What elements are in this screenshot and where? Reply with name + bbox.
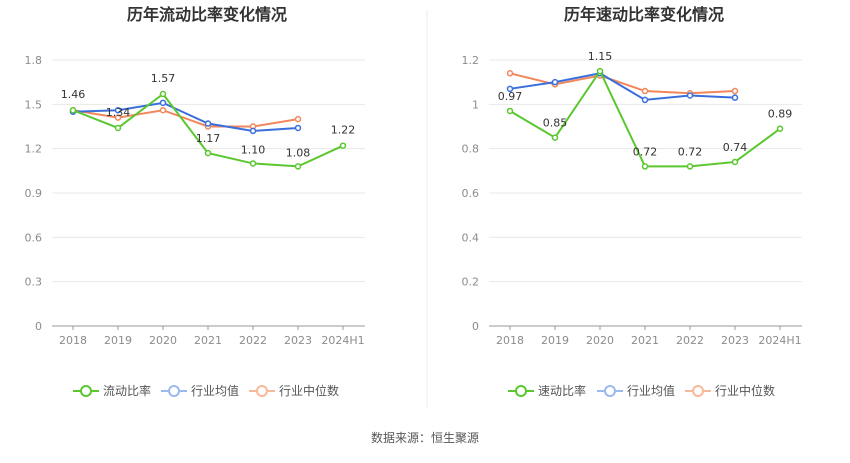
x-tick-label: 2019 [541, 334, 569, 347]
legend-label: 行业均值 [191, 383, 239, 398]
y-tick-label: 1.2 [25, 143, 43, 156]
data-point [686, 163, 694, 170]
chart-title: 历年速动比率变化情况 [564, 5, 724, 24]
data-point [249, 160, 257, 167]
x-tick-label: 2021 [194, 334, 222, 347]
x-tick-label: 2024H1 [758, 334, 801, 347]
series-line [509, 72, 736, 101]
data-point [204, 120, 212, 127]
series-line [72, 101, 299, 132]
x-tick-label: 2024H1 [321, 334, 364, 347]
y-tick-label: 1.8 [25, 54, 43, 67]
data-point [294, 124, 302, 132]
data-label: 0.72 [678, 145, 703, 158]
y-tick-label: 0 [35, 320, 42, 333]
data-label: 1.10 [241, 143, 266, 156]
chart-2: 历年速动比率变化情况 0 0.2 0.4 0.6 0.8 1 1.2 2018 2019 2020 2… [462, 5, 802, 398]
y-tick-label: 1.5 [25, 98, 43, 111]
data-point [731, 158, 739, 166]
legend-item[interactable]: 行业中位数 [685, 383, 775, 398]
data-point [114, 114, 122, 121]
data-point [204, 149, 212, 157]
y-tick-label: 0.6 [462, 187, 480, 200]
chart-title: 历年流动比率变化情况 [127, 5, 287, 24]
legend-item[interactable]: 行业均值 [161, 383, 239, 398]
data-point [596, 67, 604, 75]
x-tick-label: 2018 [59, 334, 87, 347]
data-label: 1.34 [106, 106, 131, 119]
data-point [641, 163, 649, 170]
data-label: 0.74 [723, 141, 748, 154]
legend-label: 行业均值 [627, 383, 675, 398]
x-tick-label: 2018 [496, 334, 524, 347]
data-point [551, 134, 559, 141]
data-label: 0.97 [498, 90, 523, 103]
y-tick-label: 0 [472, 320, 479, 333]
data-point [294, 115, 302, 123]
legend-marker [692, 385, 704, 397]
legend-label: 行业中位数 [279, 383, 339, 398]
data-point [506, 107, 514, 115]
data-point [114, 106, 122, 114]
data-label: 1.15 [588, 50, 613, 63]
data-point [776, 125, 784, 132]
data-point [159, 106, 167, 114]
data-point [551, 78, 559, 86]
legend-marker [256, 385, 268, 397]
x-tick-label: 2022 [676, 334, 704, 347]
legend-item[interactable]: 速动比率 [508, 383, 586, 398]
chart-1: 历年流动比率变化情况 0 0.3 0.6 0.9 1.2 1.5 1.8 2018 2019 202… [25, 5, 365, 398]
data-point [641, 87, 649, 95]
legend-label: 行业中位数 [715, 383, 775, 398]
x-tick-label: 2023 [721, 334, 749, 347]
data-point [506, 85, 514, 93]
legend-label: 流动比率 [103, 383, 151, 398]
y-tick-label: 0.8 [462, 143, 480, 156]
x-tick-label: 2020 [586, 334, 614, 347]
legend-item[interactable]: 行业均值 [597, 383, 675, 398]
data-label: 1.22 [331, 124, 356, 137]
data-source: 数据来源：恒生聚源 [371, 430, 479, 445]
data-label: 1.17 [196, 132, 221, 145]
y-tick-label: 0.4 [462, 231, 480, 244]
data-point [114, 124, 122, 132]
data-point [641, 96, 649, 104]
legend-item[interactable]: 行业中位数 [249, 383, 339, 398]
y-tick-label: 0.6 [25, 231, 43, 244]
legend-item[interactable]: 流动比率 [73, 383, 151, 398]
data-point [339, 142, 347, 149]
y-tick-label: 1.2 [462, 54, 480, 67]
data-label: 0.85 [543, 117, 568, 130]
data-point [159, 90, 167, 98]
x-tick-label: 2022 [239, 334, 267, 347]
data-point [249, 127, 257, 135]
data-label: 1.46 [61, 88, 86, 101]
data-label: 1.08 [286, 146, 311, 159]
legend-marker [604, 385, 616, 397]
data-point [294, 163, 302, 170]
y-tick-label: 1 [472, 98, 479, 111]
legend-marker [515, 385, 527, 397]
data-point [731, 87, 739, 95]
y-tick-label: 0.3 [25, 276, 43, 289]
legend-marker [168, 385, 180, 397]
x-tick-label: 2019 [104, 334, 132, 347]
x-tick-label: 2020 [149, 334, 177, 347]
y-tick-label: 0.2 [462, 276, 480, 289]
data-point [506, 70, 514, 77]
x-tick-label: 2023 [284, 334, 312, 347]
x-tick-label: 2021 [631, 334, 659, 347]
data-point [69, 106, 77, 114]
data-point [731, 94, 739, 101]
y-tick-label: 0.9 [25, 187, 43, 200]
data-point [686, 92, 694, 99]
data-label: 0.89 [768, 108, 793, 121]
legend-label: 速动比率 [538, 383, 586, 398]
series-line [72, 109, 299, 128]
legend-marker [80, 385, 92, 397]
data-point [159, 99, 167, 107]
data-label: 0.72 [633, 145, 658, 158]
data-label: 1.57 [151, 72, 176, 85]
